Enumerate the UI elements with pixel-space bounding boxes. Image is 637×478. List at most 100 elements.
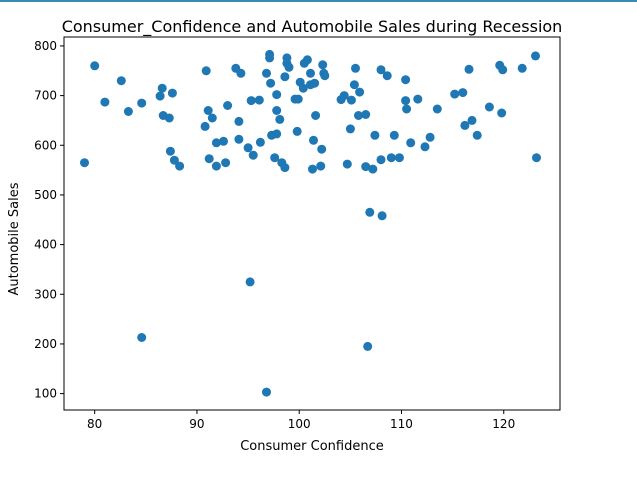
data-point-24: [223, 101, 233, 110]
data-point-1: [90, 61, 100, 71]
data-point-90: [389, 130, 399, 140]
data-point-53: [293, 94, 303, 104]
data-point-14: [175, 161, 185, 171]
data-point-63: [311, 111, 321, 120]
data-point-83: [368, 164, 378, 174]
data-point-110: [517, 63, 527, 73]
data-point-82: [365, 207, 375, 217]
data-point-111: [531, 51, 540, 61]
x-tick-label: 100: [288, 417, 311, 431]
data-point-7: [155, 91, 165, 101]
data-point-92: [401, 75, 411, 85]
data-point-79: [361, 162, 371, 172]
x-tick-label: 110: [390, 417, 413, 431]
data-point-61: [309, 135, 318, 145]
data-point-30: [246, 96, 256, 106]
data-point-102: [460, 120, 470, 130]
data-point-112: [532, 153, 541, 163]
data-point-2: [100, 97, 110, 107]
data-point-93: [401, 96, 411, 106]
data-point-76: [351, 63, 360, 73]
data-point-57: [302, 55, 312, 65]
plot-frame: [63, 36, 561, 411]
data-point-106: [484, 102, 494, 112]
data-point-65: [317, 144, 327, 154]
data-point-40: [270, 153, 280, 163]
data-point-50: [284, 62, 294, 72]
data-point-66: [318, 60, 328, 70]
data-point-86: [376, 155, 386, 165]
data-point-18: [204, 154, 214, 164]
data-point-12: [167, 88, 177, 98]
data-point-81: [363, 341, 373, 351]
data-point-4: [123, 107, 133, 116]
data-point-27: [234, 134, 244, 144]
data-point-35: [262, 68, 271, 78]
data-point-88: [382, 71, 392, 81]
data-point-23: [221, 158, 231, 168]
data-point-80: [361, 110, 371, 119]
data-point-46: [280, 72, 290, 82]
data-point-15: [200, 121, 210, 131]
data-point-20: [211, 138, 221, 148]
data-point-75: [349, 80, 359, 90]
data-point-31: [245, 277, 255, 287]
data-point-85: [376, 65, 386, 75]
data-point-19: [207, 113, 217, 123]
y-tick-label: 200: [34, 337, 57, 351]
data-point-32: [248, 150, 258, 160]
data-point-52: [292, 126, 302, 136]
data-point-38: [266, 78, 276, 88]
data-point-98: [425, 132, 435, 142]
data-point-97: [420, 142, 430, 152]
data-point-100: [450, 89, 460, 99]
data-point-89: [386, 153, 396, 163]
y-tick-label: 600: [34, 138, 57, 152]
data-point-42: [272, 106, 282, 115]
data-point-21: [211, 161, 221, 171]
data-point-5: [137, 98, 147, 108]
x-axis-label: Consumer Confidence: [240, 439, 384, 454]
data-point-16: [201, 66, 211, 76]
data-point-13: [169, 155, 179, 165]
data-point-11: [165, 146, 175, 156]
y-axis-ticks: 100 200 300 400 500 600 700 800: [34, 39, 64, 401]
data-point-77: [354, 111, 363, 120]
data-point-87: [377, 211, 387, 221]
data-point-84: [370, 130, 380, 140]
y-tick-label: 800: [34, 39, 57, 53]
data-point-104: [467, 115, 477, 125]
data-point-3: [116, 76, 126, 86]
data-point-33: [254, 95, 264, 105]
y-tick-label: 400: [34, 238, 57, 252]
data-point-69: [262, 387, 271, 397]
data-point-108: [498, 65, 508, 75]
data-point-41: [272, 90, 282, 100]
data-point-6: [137, 333, 147, 342]
data-point-95: [406, 138, 416, 148]
x-tick-label: 120: [492, 417, 515, 431]
data-point-103: [464, 64, 474, 74]
y-tick-label: 100: [34, 387, 57, 401]
data-point-101: [458, 88, 468, 98]
data-point-55: [298, 83, 308, 93]
y-axis-label: Automobile Sales: [7, 182, 22, 295]
data-point-91: [394, 153, 404, 163]
data-point-10: [164, 113, 174, 123]
data-point-28: [236, 68, 246, 78]
x-tick-label: 80: [87, 417, 102, 431]
data-point-0: [80, 158, 89, 168]
data-point-74: [346, 95, 356, 105]
data-point-26: [234, 116, 244, 126]
data-point-22: [219, 136, 228, 146]
data-point-43: [272, 129, 282, 139]
data-point-64: [316, 161, 326, 171]
y-tick-label: 700: [34, 89, 57, 103]
data-point-73: [345, 124, 355, 134]
data-point-94: [402, 104, 412, 114]
data-point-8: [157, 83, 167, 93]
data-point-44: [275, 114, 285, 124]
data-point-47: [280, 163, 290, 173]
data-point-34: [255, 137, 265, 147]
